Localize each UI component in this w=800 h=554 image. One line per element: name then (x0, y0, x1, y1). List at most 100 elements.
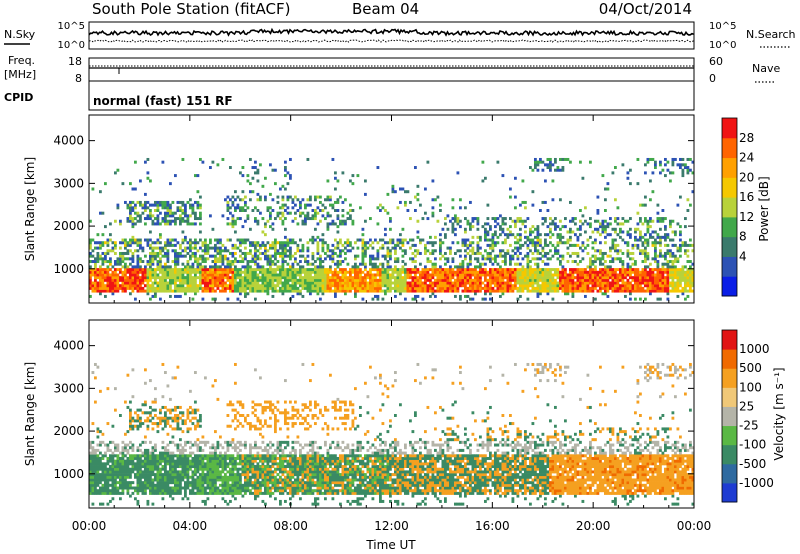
heatmap-cell (174, 278, 177, 282)
heatmap-cell (594, 284, 597, 288)
heatmap-cell (129, 486, 132, 490)
heatmap-cell (164, 470, 167, 474)
heatmap-cell (299, 273, 302, 277)
heatmap-cell (354, 278, 357, 282)
heatmap-cell (351, 222, 355, 226)
heatmap-cell (96, 462, 100, 466)
heatmap-cell (174, 222, 177, 226)
heatmap-cell (631, 286, 635, 290)
heatmap-cell (446, 278, 450, 282)
heatmap-cell (566, 273, 570, 277)
heatmap-cell (369, 238, 372, 242)
heatmap-cell (449, 219, 452, 223)
heatmap-cell (349, 286, 352, 290)
heatmap-cell (519, 227, 522, 231)
heatmap-cell (131, 427, 135, 431)
heatmap-cell (576, 273, 580, 277)
heatmap-cell (196, 268, 200, 272)
heatmap-cell (669, 265, 672, 269)
heatmap-cell (196, 174, 200, 178)
heatmap-cell (296, 198, 300, 202)
heatmap-cell (654, 160, 657, 164)
heatmap-cell (154, 200, 157, 204)
heatmap-cell (194, 214, 197, 218)
heatmap-cell (579, 278, 582, 282)
heatmap-cell (619, 249, 622, 253)
heatmap-cell (104, 289, 107, 293)
heatmap-cell (461, 260, 465, 264)
heatmap-cell (311, 257, 315, 261)
heatmap-cell (599, 260, 602, 264)
heatmap-cell (116, 257, 120, 261)
heatmap-cell (139, 422, 142, 426)
heatmap-cell (209, 246, 212, 250)
heatmap-cell (346, 278, 350, 282)
heatmap-cell (264, 195, 267, 199)
heatmap-cell (466, 246, 470, 250)
heatmap-cell (559, 168, 562, 172)
heatmap-cell (366, 276, 370, 280)
heatmap-cell (294, 273, 297, 277)
heatmap-cell (144, 284, 147, 288)
heatmap-cell (229, 198, 232, 202)
heatmap-cell (449, 268, 452, 272)
heatmap-cell (96, 459, 100, 463)
heatmap-cell (476, 281, 480, 285)
heatmap-cell (644, 268, 647, 272)
heatmap-cell (369, 268, 372, 272)
heatmap-cell (116, 286, 120, 290)
heatmap-cell (276, 278, 280, 282)
heatmap-cell (131, 448, 135, 452)
heatmap-cell (509, 270, 512, 274)
heatmap-cell (609, 246, 612, 250)
heatmap-cell (521, 268, 525, 272)
heatmap-cell (464, 257, 467, 261)
heatmap-cell (491, 268, 495, 272)
heatmap-cell (321, 241, 325, 245)
heatmap-cell (489, 278, 492, 282)
heatmap-cell (144, 467, 147, 471)
heatmap-cell (256, 276, 260, 280)
heatmap-cell (506, 278, 510, 282)
heatmap-cell (106, 387, 110, 391)
heatmap-cell (231, 219, 235, 223)
heatmap-cell (394, 286, 397, 290)
heatmap-cell (519, 281, 522, 285)
heatmap-cell (494, 230, 497, 234)
heatmap-cell (164, 206, 167, 210)
heatmap-cell (284, 273, 287, 277)
heatmap-cell (541, 270, 545, 274)
heatmap-cell (556, 281, 560, 285)
heatmap-cell (209, 270, 212, 274)
heatmap-cell (314, 214, 317, 218)
heatmap-cell (134, 465, 137, 469)
heatmap-cell (551, 273, 555, 277)
heatmap-cell (109, 273, 112, 277)
heatmap-cell (599, 251, 602, 255)
heatmap-cell (134, 497, 137, 501)
heatmap-cell (404, 249, 407, 253)
heatmap-cell (491, 257, 495, 261)
heatmap-cell (301, 270, 305, 274)
heatmap-cell (296, 281, 300, 285)
heatmap-cell (476, 286, 480, 290)
heatmap-cell (446, 276, 450, 280)
heatmap-cell (496, 268, 500, 272)
heatmap-cell (614, 198, 617, 202)
heatmap-cell (489, 243, 492, 247)
heatmap-cell (116, 489, 120, 493)
heatmap-cell (169, 238, 172, 242)
heatmap-cell (656, 219, 660, 223)
heatmap-cell (389, 289, 392, 293)
heatmap-cell (299, 203, 302, 207)
heatmap-cell (476, 273, 480, 277)
heatmap-cell (444, 217, 447, 221)
heatmap-cell (511, 278, 515, 282)
heatmap-cell (636, 289, 640, 293)
heatmap-cell (139, 284, 142, 288)
heatmap-cell (129, 475, 132, 479)
heatmap-cell (111, 249, 115, 253)
heatmap-cell (149, 273, 152, 277)
heatmap-cell (666, 168, 670, 172)
heatmap-cell (104, 268, 107, 272)
